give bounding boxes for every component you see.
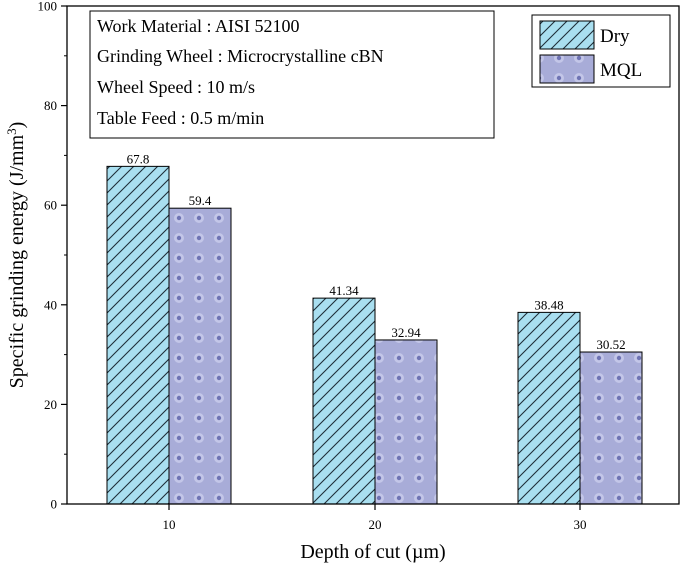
legend: Dry MQL xyxy=(531,14,671,88)
data-label-mql-30: 30.52 xyxy=(596,337,625,352)
x-tick-label-10: 10 xyxy=(163,517,176,532)
bars-layer xyxy=(106,165,643,505)
bar-dry-10 xyxy=(106,165,170,505)
bar-mql-20 xyxy=(374,339,438,505)
x-axis-title: Depth of cut (µm) xyxy=(300,541,445,563)
bar-mql-10 xyxy=(168,207,232,505)
y-tick-label-60: 60 xyxy=(44,198,57,213)
legend-swatch-dry xyxy=(539,20,595,50)
y-axis-title-superscript: 3 xyxy=(4,128,19,135)
info-line-table-feed: Table Feed : 0.5 m/min xyxy=(97,108,264,128)
info-box: Work Material : AISI 52100 Grinding Whee… xyxy=(89,10,495,139)
bar-dry-20 xyxy=(312,297,376,505)
y-tick-label-80: 80 xyxy=(44,98,57,113)
y-axis-title: Specific grinding energy (J/mm3) xyxy=(4,122,28,389)
info-line-work-material: Work Material : AISI 52100 xyxy=(97,16,300,36)
x-tick-label-20: 20 xyxy=(369,517,382,532)
legend-label-mql: MQL xyxy=(600,60,642,81)
y-tick-label-20: 20 xyxy=(44,397,57,412)
info-box-frame xyxy=(89,10,495,139)
bar-mql-30 xyxy=(579,351,643,505)
data-label-mql-20: 32.94 xyxy=(391,325,421,340)
data-label-mql-10: 59.4 xyxy=(189,193,212,208)
legend-label-dry: Dry xyxy=(600,26,630,47)
y-axis-title-close: ) xyxy=(6,122,28,129)
y-tick-label-40: 40 xyxy=(44,297,57,312)
y-tick-label-0: 0 xyxy=(51,497,58,512)
bar-dry-30 xyxy=(517,311,581,505)
info-line-wheel-speed: Wheel Speed : 10 m/s xyxy=(97,77,255,97)
y-axis: 0 20 40 60 80 100 xyxy=(38,0,67,512)
legend-swatch-mql xyxy=(539,54,595,84)
data-label-dry-20: 41.34 xyxy=(329,283,359,298)
data-label-dry-30: 38.48 xyxy=(534,297,563,312)
info-line-grinding-wheel: Grinding Wheel : Microcrystalline cBN xyxy=(97,46,384,66)
y-tick-label-100: 100 xyxy=(38,0,58,14)
x-axis: 10 20 30 xyxy=(163,504,587,532)
data-label-dry-10: 67.8 xyxy=(127,151,150,166)
y-axis-title-main: Specific grinding energy (J/mm xyxy=(6,134,28,388)
data-labels-layer: 67.8 41.34 38.48 59.4 32.94 30.52 xyxy=(127,151,626,352)
x-tick-label-30: 30 xyxy=(574,517,587,532)
